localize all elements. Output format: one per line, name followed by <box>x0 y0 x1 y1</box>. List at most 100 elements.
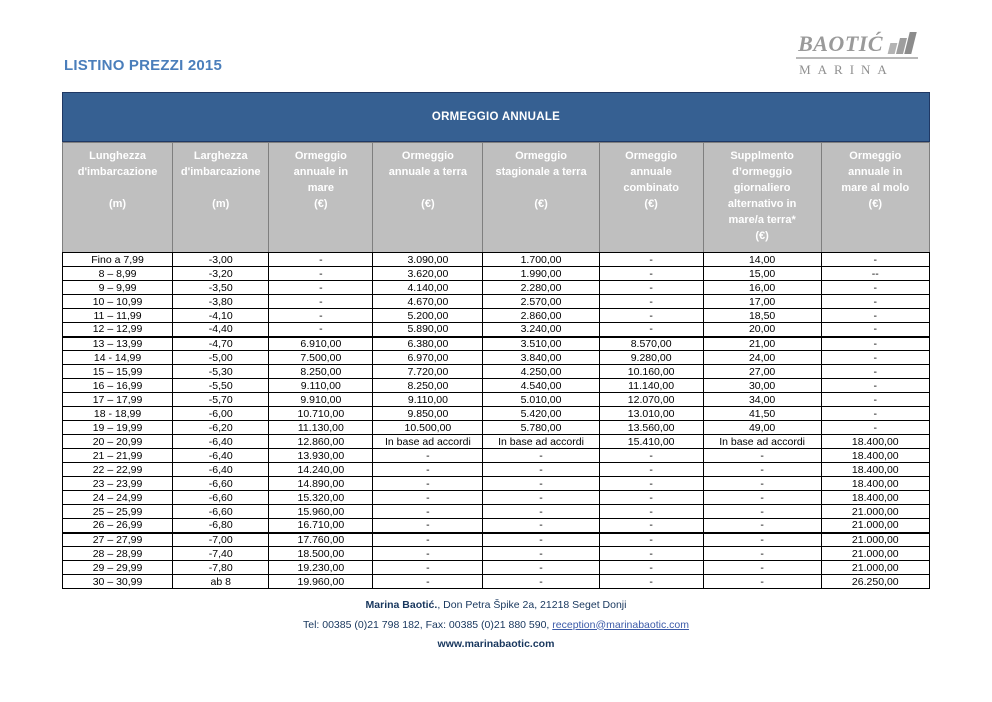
table-cell: 30 – 30,99 <box>61 574 174 589</box>
table-cell: 14.240,00 <box>268 462 374 477</box>
table-cell: 24,00 <box>702 350 822 365</box>
table-cell: -- <box>820 266 931 281</box>
table-cell: - <box>820 280 931 295</box>
table-cell: 11.130,00 <box>268 420 374 435</box>
table-cell: 17.760,00 <box>268 532 374 547</box>
table-row: 28 – 28,99 -7,40 18.500,00- - - -21.000,00 <box>61 546 931 561</box>
table-cell: - <box>372 504 484 519</box>
column-header-5: Ormeggio stagionale a terra (€) <box>482 142 600 253</box>
table-cell: 27 – 27,99 <box>61 532 174 547</box>
table-cell: 2.280,00 <box>482 280 600 295</box>
table-cell: 3.240,00 <box>482 322 600 338</box>
table-row: 14 - 14,99 -5,00 7.500,00 6.970,00 3.840,00 9… <box>61 350 931 365</box>
table-row: 22 – 22,99 -6,40 14.240,00- - - -18.400,00 <box>61 462 931 477</box>
table-cell: 5.890,00 <box>372 322 484 338</box>
baotic-marina-logo: BAOTIĆ MARINA <box>796 32 918 78</box>
table-cell: - <box>598 462 704 477</box>
table-cell: 14 - 14,99 <box>61 350 174 365</box>
table-cell: 12.070,00 <box>598 392 704 407</box>
table-cell: 21,00 <box>702 336 822 351</box>
table-cell: -4,10 <box>172 308 270 323</box>
table-cell: 26.250,00 <box>820 574 931 589</box>
table-cell: - <box>482 490 600 505</box>
table-cell: 10.160,00 <box>598 364 704 379</box>
table-cell: 18.400,00 <box>820 490 931 505</box>
table-cell: - <box>702 476 822 491</box>
table-cell: - <box>598 252 704 267</box>
table-cell: 14,00 <box>702 252 822 267</box>
table-row: 16 – 16,99 -5,50 9.110,00 8.250,00 4.540,00 1… <box>61 378 931 393</box>
table-cell: - <box>598 266 704 281</box>
table-cell: -4,40 <box>172 322 270 338</box>
table-cell: 22 – 22,99 <box>61 462 174 477</box>
table-cell: - <box>482 532 600 547</box>
table-cell: 15.410,00 <box>598 434 704 449</box>
table-cell: 28 – 28,99 <box>61 546 174 561</box>
table-cell: 8.250,00 <box>268 364 374 379</box>
table-cell: 17 – 17,99 <box>61 392 174 407</box>
table-cell: 12.860,00 <box>268 434 374 449</box>
table-cell: - <box>268 294 374 309</box>
table-title: ORMEGGIO ANNUALE <box>431 111 561 123</box>
table-cell: 18.400,00 <box>820 434 931 449</box>
table-cell: 2.860,00 <box>482 308 600 323</box>
table-cell: 16,00 <box>702 280 822 295</box>
footer-org-name: Marina Baotić. <box>365 599 438 611</box>
table-cell: 13 – 13,99 <box>61 336 174 351</box>
table-cell: 15.320,00 <box>268 490 374 505</box>
column-header-6: Ormeggio annuale combinato (€) <box>598 142 704 253</box>
table-cell: -6,60 <box>172 476 270 491</box>
table-cell: 15.960,00 <box>268 504 374 519</box>
table-cell: - <box>372 518 484 534</box>
table-cell: 6.970,00 <box>372 350 484 365</box>
table-cell: - <box>482 462 600 477</box>
table-cell: -5,00 <box>172 350 270 365</box>
table-cell: -4,70 <box>172 336 270 351</box>
footer: Marina Baotić., Don Petra Špike 2a, 2121… <box>62 598 930 653</box>
footer-email-link[interactable]: reception@marinabaotic.com <box>552 618 689 631</box>
table-cell: -3,20 <box>172 266 270 281</box>
table-cell: - <box>702 560 822 575</box>
table-cell: -5,30 <box>172 364 270 379</box>
table-cell: - <box>598 322 704 338</box>
table-cell: - <box>820 336 931 351</box>
column-header-2: Larghezza d'imbarcazione (m) <box>172 142 270 253</box>
table-cell: - <box>372 560 484 575</box>
table-cell: - <box>598 476 704 491</box>
table-cell: 13.010,00 <box>598 406 704 421</box>
table-row: 10 – 10,99 -3,80-4.670,00 2.570,00-17,00- <box>61 294 931 309</box>
table-cell: 13.560,00 <box>598 420 704 435</box>
table-cell: - <box>820 420 931 435</box>
table-cell: - <box>702 532 822 547</box>
table-cell: 3.840,00 <box>482 350 600 365</box>
table-cell: 13.930,00 <box>268 448 374 463</box>
table-cell: 16.710,00 <box>268 518 374 534</box>
table-cell: 23 – 23,99 <box>61 476 174 491</box>
table-cell: In base ad accordi <box>702 434 822 449</box>
table-cell: - <box>372 532 484 547</box>
table-cell: 9.110,00 <box>372 392 484 407</box>
table-cell: -6,60 <box>172 504 270 519</box>
table-cell: - <box>598 546 704 561</box>
table-row: Fino a 7,99 -3,00-3.090,00 1.700,00-14,00- <box>61 252 931 267</box>
table-cell: 1.990,00 <box>482 266 600 281</box>
table-row: 17 – 17,99 -5,70 9.910,00 9.110,00 5.010,00 1… <box>61 392 931 407</box>
table-cell: 5.010,00 <box>482 392 600 407</box>
table-cell: -5,50 <box>172 378 270 393</box>
table-cell: 6.380,00 <box>372 336 484 351</box>
table-cell: 26 – 26,99 <box>61 518 174 534</box>
table-cell: - <box>268 322 374 338</box>
table-cell: -3,00 <box>172 252 270 267</box>
table-cell: - <box>702 448 822 463</box>
page-title: LISTINO PREZZI 2015 <box>64 57 223 74</box>
table-row: 11 – 11,99 -4,10-5.200,00 2.860,00-18,50- <box>61 308 931 323</box>
table-cell: 19.960,00 <box>268 574 374 589</box>
footer-contact-line: Tel: 00385 (0)21 798 182, Fax: 00385 (0)… <box>62 618 930 634</box>
table-cell: - <box>702 462 822 477</box>
table-cell: In base ad accordi <box>482 434 600 449</box>
table-row: 8 – 8,99 -3,20-3.620,00 1.990,00-15,00 -- <box>61 266 931 281</box>
logo-top: BAOTIĆ <box>796 32 918 59</box>
table-cell: 9.850,00 <box>372 406 484 421</box>
table-cell: 2.570,00 <box>482 294 600 309</box>
